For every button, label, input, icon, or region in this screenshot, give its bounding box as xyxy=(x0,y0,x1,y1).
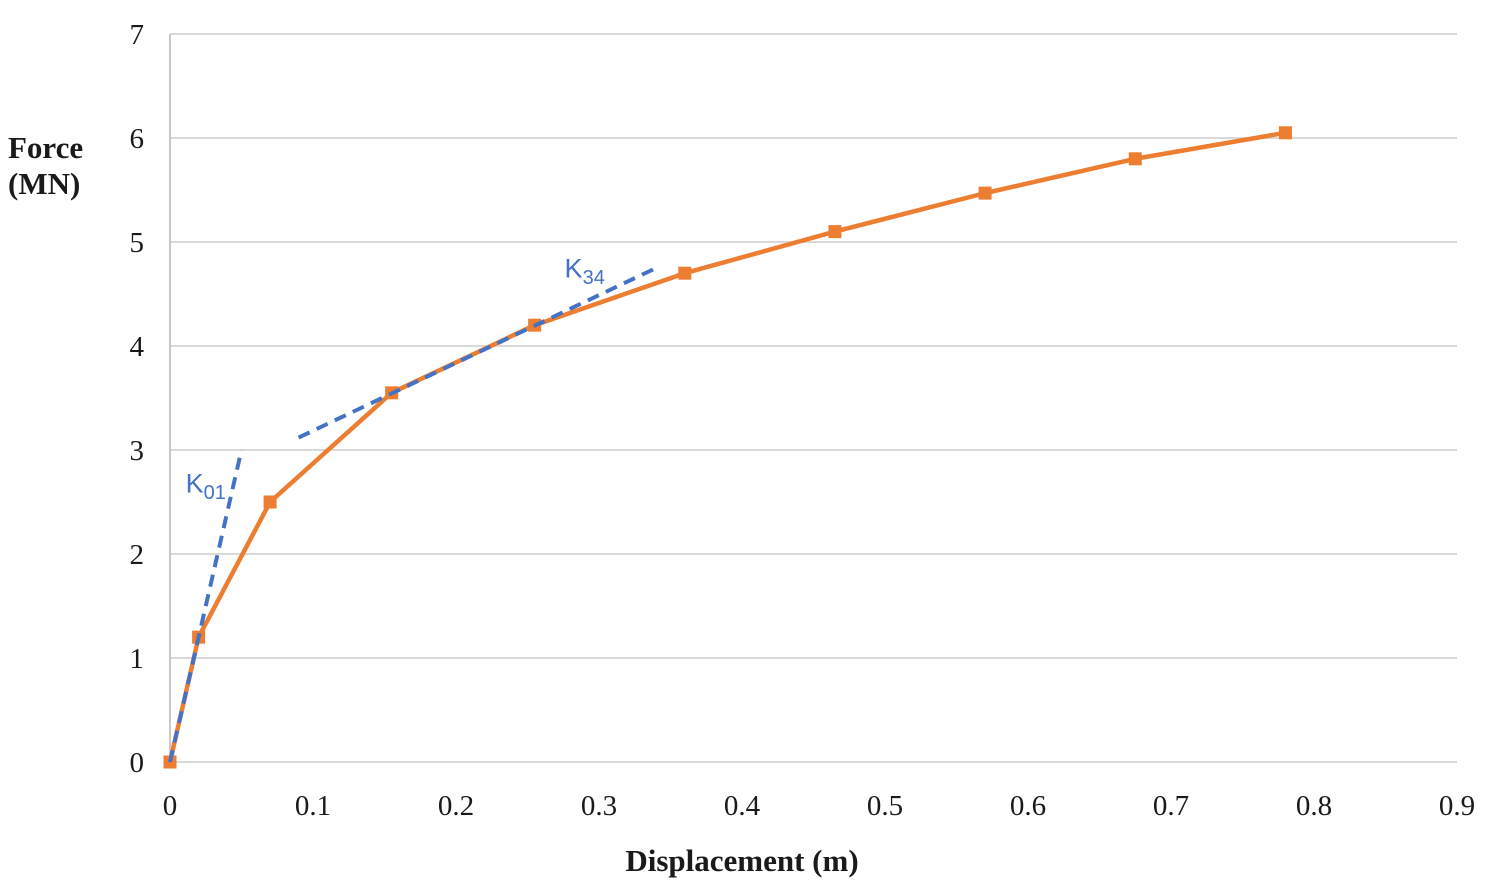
force-displacement-curve xyxy=(167,130,1286,763)
y-tick-label-4: 4 xyxy=(130,331,145,363)
x-tick-label-0.8: 0.8 xyxy=(1296,790,1332,822)
x-tick-label-0.4: 0.4 xyxy=(724,790,761,822)
k34-label-main: K xyxy=(564,253,583,284)
k01-stiffness-label: K01 xyxy=(185,468,226,503)
x-tick-label-0.9: 0.9 xyxy=(1439,790,1475,822)
k01-tangent-line-overlay xyxy=(168,449,244,763)
data-point-marker-6 xyxy=(828,225,842,239)
y-tick-label-2: 2 xyxy=(130,539,145,571)
k01-label-main: K xyxy=(185,468,204,499)
data-point-marker-8 xyxy=(1128,152,1142,166)
data-point-marker-7 xyxy=(978,186,992,200)
data-point-marker-5 xyxy=(678,266,692,280)
x-tick-label-0.2: 0.2 xyxy=(438,790,474,822)
y-tick-label-7: 7 xyxy=(130,19,145,51)
x-axis-title: Displacement (m) xyxy=(625,843,859,878)
y-tick-label-0: 0 xyxy=(130,747,145,779)
y-tick-label-1: 1 xyxy=(130,643,145,675)
y-tick-label-3: 3 xyxy=(130,435,145,467)
x-tick-label-0.1: 0.1 xyxy=(295,790,331,822)
x-tick-label-0.7: 0.7 xyxy=(1153,790,1189,822)
x-tick-label-0.6: 0.6 xyxy=(1010,790,1046,822)
k34-stiffness-label: K34 xyxy=(564,253,605,288)
y-tick-label-5: 5 xyxy=(130,227,145,259)
x-tick-label-0.3: 0.3 xyxy=(581,790,617,822)
data-point-marker-2 xyxy=(263,495,277,509)
x-tick-label-0.5: 0.5 xyxy=(867,790,903,822)
x-tick-label-0: 0 xyxy=(163,790,178,822)
y-tick-label-6: 6 xyxy=(130,123,145,155)
y-axis-title: Force (MN) xyxy=(8,130,84,201)
k01-label-subscript: 01 xyxy=(203,482,226,505)
data-point-marker-9 xyxy=(1278,126,1292,140)
k34-label-subscript: 34 xyxy=(582,266,605,289)
k34-tangent-line-overlay xyxy=(297,266,658,440)
